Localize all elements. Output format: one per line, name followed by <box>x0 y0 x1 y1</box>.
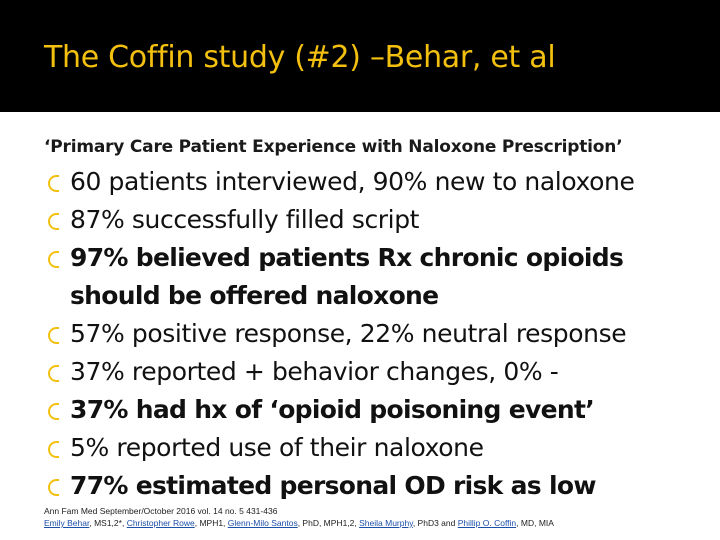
bullet-item: 97% believed patients Rx chronic opioids… <box>48 239 680 315</box>
citation: Ann Fam Med September/October 2016 vol. … <box>44 505 704 529</box>
bullet-icon <box>48 327 59 344</box>
bullet-icon <box>48 479 59 496</box>
author-suffix: , MD, MIA <box>516 518 554 528</box>
bullet-text: 77% estimated personal OD risk as low <box>70 471 596 500</box>
bullet-item: 87% successfully filled script <box>48 201 716 239</box>
author-link[interactable]: Sheila Murphy <box>359 518 413 528</box>
bullet-text: 37% reported + behavior changes, 0% - <box>70 357 559 386</box>
bullet-item: 60 patients interviewed, 90% new to nalo… <box>48 163 716 201</box>
author-suffix: , MS1,2*, <box>89 518 127 528</box>
bullet-icon <box>48 175 59 192</box>
author-link[interactable]: Glenn-Milo Santos <box>227 518 298 528</box>
citation-authors: Emily Behar, MS1,2*, Christopher Rowe, M… <box>44 517 704 529</box>
bullet-icon <box>48 365 59 382</box>
bullet-text: 60 patients interviewed, 90% new to nalo… <box>70 167 635 196</box>
bullet-text: 37% had hx of ‘opioid poisoning event’ <box>70 395 595 424</box>
slide-title: The Coffin study (#2) –Behar, et al <box>44 40 556 75</box>
bullet-item: 5% reported use of their naloxone <box>48 429 716 467</box>
bullet-item: 37% reported + behavior changes, 0% - <box>48 353 716 391</box>
bullet-text: 5% reported use of their naloxone <box>70 433 484 462</box>
bullet-icon <box>48 213 59 230</box>
bullet-list: 60 patients interviewed, 90% new to nalo… <box>48 163 716 505</box>
author-suffix: , MPH1, <box>194 518 228 528</box>
bullet-icon <box>48 403 59 420</box>
slide-subtitle: ‘Primary Care Patient Experience with Na… <box>44 137 623 157</box>
author-link[interactable]: Phillip O. Coffin <box>457 518 517 528</box>
bullet-text: 87% successfully filled script <box>70 205 420 234</box>
bullet-icon <box>48 251 59 268</box>
author-link[interactable]: Emily Behar <box>44 518 90 528</box>
author-link[interactable]: Christopher Rowe <box>126 518 195 528</box>
citation-journal: Ann Fam Med September/October 2016 vol. … <box>44 506 278 516</box>
author-suffix: , PhD, MPH1,2, <box>297 518 360 528</box>
title-bar: The Coffin study (#2) –Behar, et al <box>0 0 720 112</box>
author-suffix: , PhD3 and <box>412 518 458 528</box>
bullet-item: 77% estimated personal OD risk as low <box>48 467 716 505</box>
bullet-icon <box>48 441 59 458</box>
bullet-text: 97% believed patients Rx chronic opioids… <box>70 243 624 310</box>
bullet-item: 37% had hx of ‘opioid poisoning event’ <box>48 391 716 429</box>
bullet-text: 57% positive response, 22% neutral respo… <box>70 319 627 348</box>
bullet-item: 57% positive response, 22% neutral respo… <box>48 315 716 353</box>
